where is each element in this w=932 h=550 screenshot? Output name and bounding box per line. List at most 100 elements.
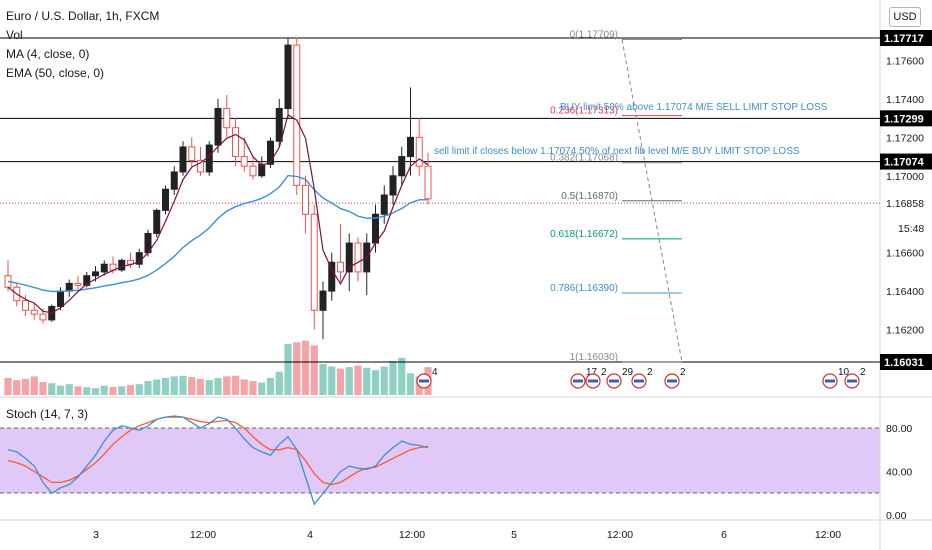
candle-body xyxy=(398,156,406,177)
candle-body xyxy=(275,108,283,142)
candle-body xyxy=(249,165,257,177)
volume-bar xyxy=(144,381,152,395)
stoch-tick-label: 80.00 xyxy=(886,423,912,435)
event-count: 2 xyxy=(860,367,866,378)
volume-bar xyxy=(354,365,362,395)
volume-bar xyxy=(65,384,73,395)
legend-ma[interactable]: MA (4, close, 0) xyxy=(6,47,89,61)
stoch-band xyxy=(0,428,880,493)
fib-level-label: 0.5(1.16870) xyxy=(561,191,618,202)
event-count: 2 xyxy=(601,367,607,378)
price-tick-label: 1.16600 xyxy=(886,248,924,260)
volume-bar xyxy=(135,384,143,395)
legend-ema[interactable]: EMA (50, close, 0) xyxy=(6,66,104,80)
annotation-buy-limit[interactable]: BUY limit 50% above 1.17074 M/E SELL LIM… xyxy=(560,102,828,113)
time-tick-label: 6 xyxy=(721,529,727,541)
event-count: 17 xyxy=(586,367,598,378)
volume-bar xyxy=(293,342,301,395)
price-tick-label: 1.16400 xyxy=(886,286,924,298)
price-tick-label: 1.16200 xyxy=(886,325,924,337)
volume-bar xyxy=(21,378,30,395)
last-price-label: 1.16858 xyxy=(886,198,924,210)
fib-level-label: 1(1.16030) xyxy=(570,352,618,363)
volume-bar xyxy=(83,387,91,395)
candle-body xyxy=(293,44,301,186)
candle-body xyxy=(22,300,29,311)
legend-symbol[interactable]: Euro / U.S. Dollar, 1h, FXCM xyxy=(6,9,159,23)
fibonacci-retracement[interactable]: 0(1.17709) 0.236(1.17313) 0.382(1.17068) 0.… xyxy=(550,30,683,364)
volume-bar xyxy=(328,366,336,395)
time-tick-label: 12:00 xyxy=(190,529,216,541)
volume-bar xyxy=(109,386,117,395)
fib-level-label: 0.618(1.16672) xyxy=(550,229,618,240)
price-tag-bg xyxy=(880,354,932,370)
time-axis[interactable]: 3 12:00 4 12:00 5 12:00 6 12:00 xyxy=(93,529,841,541)
event-count: 29 xyxy=(622,367,634,378)
event-count: 2 xyxy=(680,367,686,378)
horizontal-lines[interactable] xyxy=(0,37,880,363)
countdown-label: 15:48 xyxy=(898,223,924,235)
candle-body xyxy=(258,163,266,177)
candle-body xyxy=(92,271,99,277)
fib-level-label: 0.236(1.17313) xyxy=(550,106,618,117)
fib-level-label: 0.786(1.16390) xyxy=(550,283,618,294)
volume-bar xyxy=(240,379,248,395)
stoch-tick-label: 40.00 xyxy=(886,467,912,479)
annotation-sell-limit[interactable]: sell limit if closes below 1.17074 50% o… xyxy=(434,146,800,157)
volume-bar xyxy=(266,377,275,395)
time-tick-label: 4 xyxy=(307,529,313,541)
candle-body xyxy=(57,290,64,307)
volume-bar xyxy=(363,367,371,395)
time-tick-label: 12:00 xyxy=(399,529,425,541)
candle-body xyxy=(232,127,239,158)
candle-body xyxy=(319,290,327,311)
volume-bar xyxy=(336,368,345,395)
candle-body xyxy=(118,259,126,271)
volume-bar xyxy=(39,381,47,395)
candle-body xyxy=(153,209,161,234)
volume-bar xyxy=(48,383,56,395)
volume-bar xyxy=(223,376,231,395)
stoch-k-line xyxy=(7,415,429,506)
legend-stoch[interactable]: Stoch (14, 7, 3) xyxy=(6,407,88,421)
time-tick-label: 12:00 xyxy=(815,529,841,541)
candle-body xyxy=(345,242,353,273)
volume-bar xyxy=(310,345,318,395)
volume-bar xyxy=(398,357,406,395)
candle-body xyxy=(179,146,187,173)
legend-vol[interactable]: Vol xyxy=(6,28,23,42)
volume-bar xyxy=(319,364,327,395)
volume-bar xyxy=(231,375,240,395)
volume-bar xyxy=(4,377,12,395)
price-tag-label: 1.17299 xyxy=(884,113,924,125)
candle-body xyxy=(205,144,213,173)
volume-bar xyxy=(406,373,415,395)
price-axis[interactable]: 1.180001.176001.174001.172001.170001.166… xyxy=(880,0,932,522)
volume-bar xyxy=(100,385,108,395)
currency-button[interactable]: USD xyxy=(889,7,921,27)
volume-bar xyxy=(345,367,353,395)
volume-bar xyxy=(13,380,21,395)
volume-bar xyxy=(161,377,170,395)
fib-level-label: 0(1.17709) xyxy=(570,30,618,41)
economic-events[interactable]: 4 17 2 29 2 2 10 2 xyxy=(416,367,866,389)
candle-body xyxy=(83,275,91,286)
volume-bar xyxy=(389,360,397,395)
stoch-tick-label: 0.00 xyxy=(886,510,907,522)
candle-body xyxy=(415,136,423,167)
price-tag-bg xyxy=(880,110,932,127)
fib-level-label: 0.382(1.17068) xyxy=(550,153,618,164)
price-tag-bg xyxy=(880,30,932,46)
ema50-line xyxy=(7,174,429,293)
candle-body xyxy=(100,263,108,273)
volume-bar xyxy=(74,386,82,395)
volume-bar xyxy=(249,381,257,395)
volume-bar xyxy=(275,371,283,395)
price-tag-label: 1.17717 xyxy=(884,33,924,45)
price-tag-label: 1.16031 xyxy=(884,357,924,369)
price-tag-label: 1.17074 xyxy=(884,157,925,169)
candle-body xyxy=(65,282,73,292)
volume-bar xyxy=(205,380,213,395)
candle-body xyxy=(197,159,204,173)
